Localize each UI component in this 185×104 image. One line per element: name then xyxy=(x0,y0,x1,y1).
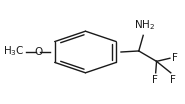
Text: F: F xyxy=(170,75,176,85)
Text: F: F xyxy=(152,75,158,85)
Text: F: F xyxy=(172,53,178,63)
Text: NH$_2$: NH$_2$ xyxy=(134,18,156,32)
Text: O: O xyxy=(34,47,43,57)
Text: H$_3$C: H$_3$C xyxy=(4,45,25,58)
